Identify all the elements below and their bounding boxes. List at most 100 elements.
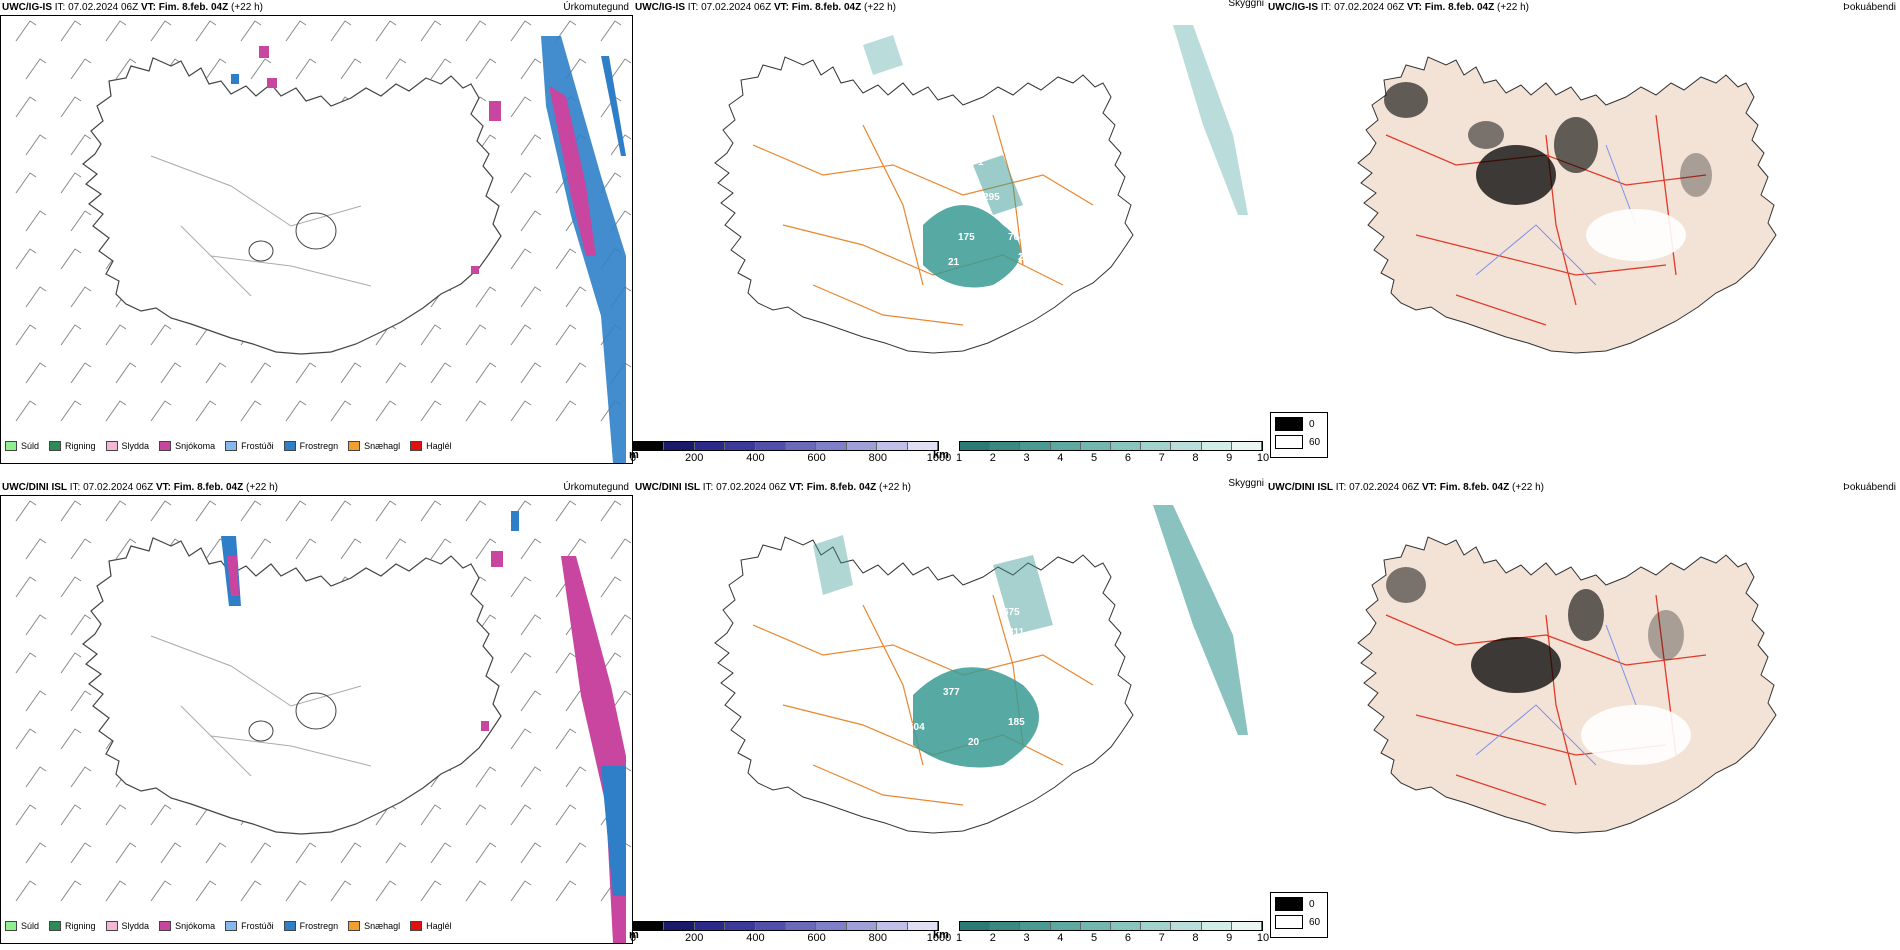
fog-map — [1357, 536, 1777, 834]
wind-barb — [465, 500, 487, 522]
wind-barb — [520, 286, 542, 308]
vt-label: VT: — [773, 2, 789, 13]
wind-barb — [195, 400, 217, 422]
colorbar-tick: 600 — [807, 452, 826, 464]
ptype-legend-item: Snæhagl — [348, 921, 400, 931]
wind-barb — [250, 842, 272, 864]
colorbar-tick: 400 — [746, 932, 765, 944]
wind-barb — [250, 538, 272, 560]
wind-barb — [475, 362, 497, 384]
colorbar-tick: 800 — [868, 932, 887, 944]
wind-barb — [510, 804, 532, 826]
wind-barb — [375, 20, 397, 42]
cloud-label: 21 — [948, 257, 960, 268]
wind-barb — [70, 58, 92, 80]
lead-time: (+22 h) — [1497, 2, 1529, 13]
ptype-legend-item: Snjókoma — [159, 441, 215, 451]
colorbar-tick: 5 — [1091, 932, 1098, 944]
panel-header: UWC/IG-IS IT: 07.02.2024 06Z VT: Fim. 8.… — [1268, 2, 1529, 13]
wind-barb — [60, 728, 82, 750]
wind-barb — [295, 58, 317, 80]
legend-label: Súld — [21, 921, 40, 931]
wind-barb — [105, 400, 127, 422]
legend-swatch — [105, 921, 118, 931]
lead-time: (+22 h) — [246, 482, 278, 493]
wind-barb — [420, 500, 442, 522]
height-unit: m — [629, 929, 639, 941]
ptype-legend-item: Rigning — [49, 921, 96, 931]
wind-barb — [115, 538, 137, 560]
cloud-labels: 675 811 377 504 20 185 291 1 59 — [893, 607, 1050, 748]
colorbar-tick: 1000 — [926, 932, 952, 944]
cloud-label: 1 — [903, 247, 909, 258]
colorbar-tick: 10 — [1256, 452, 1270, 464]
visibility-unit: km — [933, 449, 949, 461]
it-label: IT: — [702, 482, 714, 493]
model-name: UWC/IG-IS — [1268, 2, 1318, 13]
wind-barb — [555, 324, 577, 346]
ptype-legend-item: Haglél — [410, 921, 452, 931]
colorbar-tick: 3 — [1023, 452, 1030, 464]
wind-barb — [240, 500, 262, 522]
it-label: IT: — [1335, 482, 1347, 493]
ptype-legend-item: Slydda — [105, 441, 149, 451]
wind-barb — [555, 20, 577, 42]
panel-title: Skyggni — [1228, 0, 1264, 9]
colorbar-tick: 1000 — [926, 452, 952, 464]
wind-barb — [600, 500, 622, 522]
it-value: 07.02.2024 06Z — [701, 2, 772, 13]
it-value: 07.02.2024 06Z — [1349, 482, 1420, 493]
row-2: UWC/DINI ISL IT: 07.02.2024 06Z VT: Fim.… — [0, 478, 1900, 950]
cloud-label: 59 — [893, 702, 905, 713]
wind-barb — [25, 58, 47, 80]
wind-barb — [600, 172, 622, 194]
colorbar-tick: 4 — [1057, 452, 1064, 464]
legend-swatch — [348, 921, 361, 931]
wind-barb — [285, 400, 307, 422]
legend-swatch — [348, 441, 361, 451]
wind-barb — [600, 576, 622, 598]
wind-barb — [555, 500, 577, 522]
precip-type-panel: UWC/IG-IS IT: 07.02.2024 06Z VT: Fim. 8.… — [0, 0, 633, 470]
fog-legend-high: 60 — [1309, 436, 1321, 448]
wind-barb — [150, 880, 172, 902]
cloud-label: 377 — [943, 687, 960, 698]
wind-barb — [295, 538, 317, 560]
wind-barb — [105, 804, 127, 826]
wind-barb — [70, 286, 92, 308]
fog-legend: 0 60 — [1270, 412, 1328, 458]
wind-barb — [385, 58, 407, 80]
wind-barb — [15, 652, 37, 674]
wind-barb — [205, 842, 227, 864]
cloud-label: 811 — [1008, 627, 1025, 638]
wind-barb — [510, 652, 532, 674]
cloud-label: 521 — [1053, 157, 1070, 168]
map-frame: Súld Rigning Slydda Snjókoma Frostúði Frostre… — [0, 15, 633, 464]
wind-barb — [375, 880, 397, 902]
wind-barb — [25, 538, 47, 560]
legend-label: Frostúði — [241, 921, 274, 931]
wind-barb — [510, 324, 532, 346]
ptype-legend-item: Frostregn — [283, 441, 338, 451]
visibility-map: 295 1 21 704 264 521 1 175 — [714, 25, 1248, 354]
wind-barb — [430, 842, 452, 864]
wind-barb — [205, 362, 227, 384]
wind-barb — [555, 728, 577, 750]
legend-label: Snæhagl — [364, 441, 401, 451]
wind-barb — [60, 96, 82, 118]
vt-value: Fim. 8.feb. 04Z — [158, 2, 229, 13]
panel-header: UWC/DINI ISL IT: 07.02.2024 06Z VT: Fim.… — [635, 482, 911, 493]
colorbar-tick: 7 — [1158, 932, 1165, 944]
fog-legend-low: 0 — [1309, 898, 1315, 910]
wind-barb — [565, 286, 587, 308]
legend-swatch — [410, 441, 423, 451]
wind-barb — [330, 880, 352, 902]
wind-barb — [25, 134, 47, 156]
colorbar-tick: 0 — [629, 452, 637, 464]
fog-map — [1357, 56, 1777, 354]
wind-barb — [105, 880, 127, 902]
ptype-legend-item: Frostregn — [283, 921, 338, 931]
it-label: IT: — [687, 2, 699, 13]
wind-barb — [520, 690, 542, 712]
legend-label: Haglél — [426, 441, 452, 451]
